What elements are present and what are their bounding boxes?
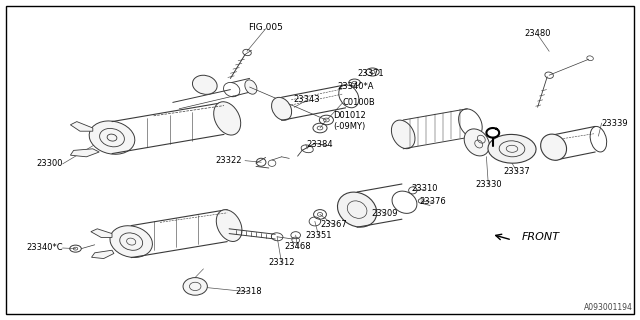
Text: 23300: 23300 xyxy=(36,159,63,168)
Ellipse shape xyxy=(110,226,152,258)
Text: 23337: 23337 xyxy=(504,167,531,176)
Text: 23330: 23330 xyxy=(475,180,502,188)
Text: FRONT: FRONT xyxy=(522,232,559,242)
Text: 23371: 23371 xyxy=(358,69,385,78)
Ellipse shape xyxy=(541,134,566,160)
Text: 23309: 23309 xyxy=(371,209,398,218)
Text: 23322: 23322 xyxy=(216,156,242,164)
Text: C0100B: C0100B xyxy=(342,98,375,107)
Text: 23384: 23384 xyxy=(306,140,333,148)
Ellipse shape xyxy=(193,75,217,94)
Text: 23367: 23367 xyxy=(321,220,348,229)
Text: 23376: 23376 xyxy=(419,197,446,206)
Text: 23339: 23339 xyxy=(602,119,628,128)
Ellipse shape xyxy=(271,97,292,120)
Text: A093001194: A093001194 xyxy=(584,303,632,312)
Ellipse shape xyxy=(392,120,415,149)
Text: 23318: 23318 xyxy=(235,287,262,296)
Text: 23340*C: 23340*C xyxy=(26,244,63,252)
Ellipse shape xyxy=(488,134,536,163)
Text: 23351: 23351 xyxy=(305,231,332,240)
Ellipse shape xyxy=(214,102,241,135)
Text: 23340*A: 23340*A xyxy=(337,82,374,91)
Polygon shape xyxy=(92,250,114,259)
Ellipse shape xyxy=(337,192,377,227)
Polygon shape xyxy=(70,149,99,157)
Ellipse shape xyxy=(216,210,242,242)
Polygon shape xyxy=(70,122,93,131)
Text: (-09MY): (-09MY) xyxy=(333,122,365,131)
Text: 23480: 23480 xyxy=(524,29,551,38)
Text: 23468: 23468 xyxy=(284,242,311,251)
Ellipse shape xyxy=(89,121,135,154)
Text: 23312: 23312 xyxy=(268,258,295,267)
Ellipse shape xyxy=(245,80,257,94)
Text: 23310: 23310 xyxy=(411,184,438,193)
Text: 23343: 23343 xyxy=(294,95,321,104)
Polygon shape xyxy=(91,229,112,237)
Text: FIG.005: FIG.005 xyxy=(248,23,283,32)
Ellipse shape xyxy=(183,278,207,295)
Text: D01012: D01012 xyxy=(333,111,365,120)
Ellipse shape xyxy=(464,129,490,156)
